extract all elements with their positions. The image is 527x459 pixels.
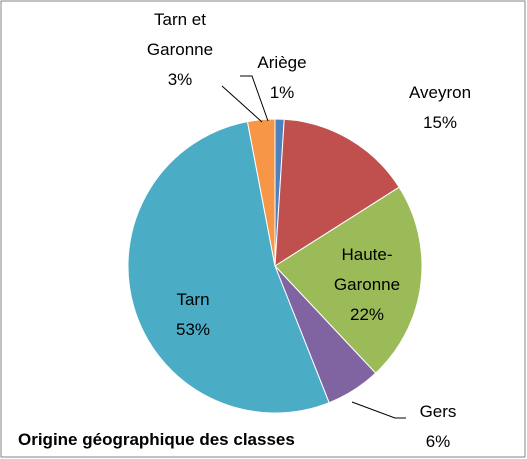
category-label: Aveyron — [408, 83, 472, 102]
data-label: Ariège 1% — [240, 48, 324, 108]
slices — [127, 118, 423, 414]
chart-title: Origine géographique des classes — [18, 430, 295, 449]
value-label: 53% — [175, 320, 211, 339]
value-label: 6% — [425, 432, 451, 451]
leader-line — [351, 401, 406, 419]
category-label: Gers — [419, 402, 457, 421]
pie-slice — [274, 186, 423, 374]
category-label: Haute-Garonne — [333, 245, 401, 294]
value-label: 3% — [167, 70, 193, 89]
value-label: 22% — [349, 305, 385, 324]
leader-line — [221, 85, 263, 123]
data-label: Aveyron 15% — [395, 78, 485, 138]
pie-slice — [274, 118, 400, 267]
data-label: Haute-Garonne 22% — [322, 240, 412, 330]
pie-slice — [246, 118, 276, 267]
data-label: Tarn et Garonne 3% — [135, 5, 225, 95]
leader-line — [240, 75, 269, 122]
category-label: Tarn — [176, 290, 210, 309]
pie-slice — [127, 121, 330, 414]
category-label: Ariège — [257, 53, 307, 72]
data-label: Tarn 53% — [150, 285, 236, 345]
category-label: Tarn et Garonne — [146, 10, 214, 59]
value-label: 15% — [422, 113, 458, 132]
data-label: Gers 6% — [400, 397, 476, 457]
value-label: 1% — [269, 83, 295, 102]
